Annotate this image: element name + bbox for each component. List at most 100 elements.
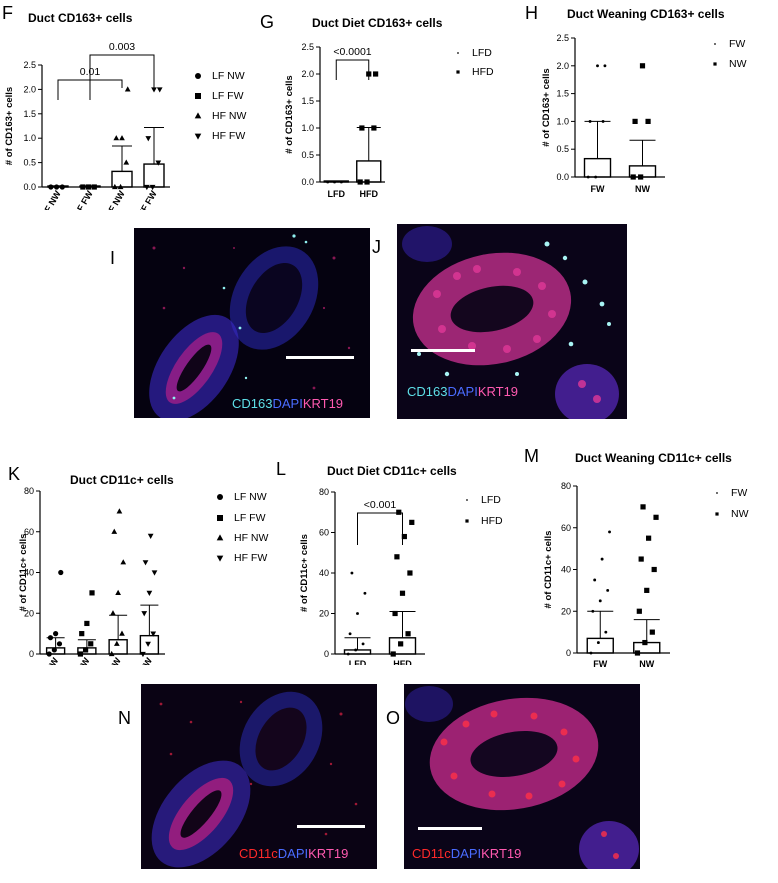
x-tick-label: HFD <box>360 189 379 199</box>
data-point <box>117 183 124 190</box>
data-point <box>399 590 406 596</box>
data-point <box>636 608 642 614</box>
data-point <box>394 554 400 560</box>
data-point <box>82 647 89 653</box>
bar <box>143 163 165 188</box>
legend-marker <box>457 52 459 54</box>
x-tick-label: HFD <box>393 659 412 665</box>
data-point <box>108 650 115 657</box>
chart-duct-weaning-cd11c: Duct Weaning CD11c+ cells 0 20 40 60 80 # of C… <box>543 451 749 669</box>
y-tick-label: 20 <box>319 609 329 619</box>
micrograph-j-image <box>397 224 627 419</box>
panel-label-i: I <box>110 248 116 268</box>
data-point <box>113 135 120 141</box>
stain-krt19: KRT19 <box>477 384 519 399</box>
y-tick-label: 0.0 <box>301 177 314 187</box>
data-point <box>150 631 157 637</box>
data-point <box>113 640 120 646</box>
data-point <box>589 651 593 655</box>
data-point <box>608 530 611 534</box>
data-point <box>156 87 163 93</box>
stain-dapi: DAPI <box>272 396 303 411</box>
legend-marker <box>465 519 469 523</box>
data-point <box>596 64 599 68</box>
y-tick-label: 1.5 <box>556 89 569 99</box>
stain-krt19: KRT19 <box>302 396 344 411</box>
legend-marker <box>195 93 201 99</box>
stain-marker: CD163 <box>407 384 448 399</box>
data-point <box>116 508 123 514</box>
y-tick-label: 20 <box>24 608 34 618</box>
micrograph-o: CD11cDAPIKRT19 <box>404 684 640 869</box>
data-point <box>373 71 379 77</box>
legend-label: HFD <box>472 66 494 78</box>
y-tick-label: 20 <box>561 606 571 616</box>
data-point <box>390 651 396 657</box>
data-point <box>354 648 358 652</box>
panel-label-o: O <box>386 708 401 728</box>
y-tick-label: 40 <box>24 568 34 578</box>
significance-bracket <box>89 54 155 100</box>
legend-label: FW <box>729 38 745 50</box>
y-tick-label: 0.5 <box>556 144 569 154</box>
x-tick-label: HF FW <box>136 189 159 210</box>
data-point <box>53 184 60 190</box>
data-point <box>141 611 148 617</box>
data-point <box>147 533 154 539</box>
bar <box>586 637 614 654</box>
y-axis-label: # of CD163+ cells <box>284 75 295 153</box>
data-point <box>58 569 64 576</box>
scale-bar <box>418 827 482 830</box>
data-point <box>405 631 411 637</box>
legend-marker <box>195 73 201 79</box>
data-point <box>56 641 63 647</box>
micrograph-o-image <box>404 684 640 869</box>
y-tick-label: 0 <box>324 649 329 659</box>
data-point <box>346 652 350 656</box>
bar <box>343 649 372 655</box>
y-tick-label: 0.0 <box>556 172 569 182</box>
data-point <box>143 184 150 191</box>
legend-label: HF FW <box>212 130 245 142</box>
data-point <box>142 560 149 566</box>
data-point <box>407 570 413 576</box>
data-point <box>48 184 54 190</box>
legend-label: HF NW <box>212 110 246 122</box>
legend-label: NW <box>731 508 749 520</box>
data-point <box>326 180 330 184</box>
y-tick-label: 0.5 <box>301 150 314 160</box>
stain-legend: CD163DAPIKRT19 <box>232 396 343 411</box>
legend-marker <box>216 555 224 562</box>
y-tick-label: 0.0 <box>23 182 36 192</box>
data-point <box>596 641 600 644</box>
legend-label: HF NW <box>234 532 268 544</box>
data-point <box>645 118 651 124</box>
data-point <box>638 174 644 180</box>
data-point <box>85 184 92 190</box>
data-point <box>357 179 363 185</box>
data-point <box>356 612 359 615</box>
chart-duct-diet-cd163: Duct Diet CD163+ cells 0.0 0.5 1.0 1.5 2.0 2.5… <box>284 16 494 199</box>
panel-label-h: H <box>525 3 538 23</box>
data-point <box>59 184 65 190</box>
bar <box>583 157 612 178</box>
data-point <box>392 610 398 617</box>
panel-label-k: K <box>8 464 21 484</box>
data-point <box>140 651 146 658</box>
y-axis-label: # of CD163+ cells <box>541 68 552 146</box>
legend-label: HF FW <box>234 552 267 564</box>
y-tick-label: 1.0 <box>301 123 314 133</box>
bar <box>108 639 128 655</box>
panel-label-n: N <box>118 708 131 728</box>
data-point <box>591 609 595 613</box>
data-point <box>653 514 659 520</box>
y-tick-label: 40 <box>561 565 571 575</box>
y-tick-label: 1.5 <box>301 96 314 106</box>
legend-label: LF FW <box>234 512 266 524</box>
data-point <box>371 125 377 131</box>
y-axis-label: # of CD11c+ cells <box>299 534 310 612</box>
x-tick-label: LF NW <box>40 189 63 210</box>
data-point <box>119 135 125 141</box>
data-point <box>606 588 610 592</box>
y-tick-label: 80 <box>561 481 571 491</box>
